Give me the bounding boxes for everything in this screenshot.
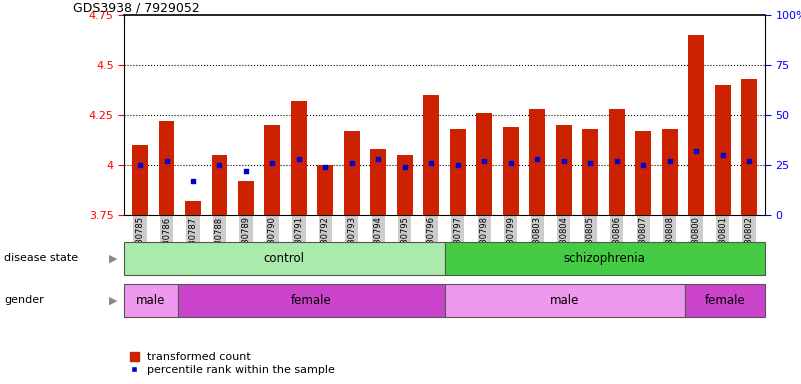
Bar [264, 125, 280, 215]
Bar [503, 127, 519, 215]
Text: disease state: disease state [4, 253, 78, 263]
Bar [211, 155, 227, 215]
Point [743, 158, 755, 164]
Text: gender: gender [4, 295, 44, 306]
Bar [688, 35, 704, 215]
Point [292, 156, 305, 162]
Point [319, 164, 332, 170]
Bar [132, 145, 148, 215]
Bar [238, 181, 254, 215]
Bar [344, 131, 360, 215]
Bar [445, 284, 685, 317]
Bar [396, 155, 413, 215]
Point [187, 178, 199, 184]
Point [557, 158, 570, 164]
Bar [178, 284, 445, 317]
Point [531, 156, 544, 162]
Text: female: female [705, 294, 745, 307]
Point [452, 162, 465, 168]
Bar [609, 109, 625, 215]
Bar [556, 125, 572, 215]
Point [266, 160, 279, 166]
Bar [450, 129, 465, 215]
Point [398, 164, 411, 170]
Point [610, 158, 623, 164]
Bar [662, 129, 678, 215]
Bar [477, 113, 493, 215]
Bar [582, 129, 598, 215]
Text: male: male [550, 294, 579, 307]
Text: male: male [136, 294, 166, 307]
Point [663, 158, 676, 164]
Bar [741, 79, 757, 215]
Point [160, 158, 173, 164]
Text: female: female [291, 294, 332, 307]
Point [505, 160, 517, 166]
Bar [424, 95, 439, 215]
Point [345, 160, 358, 166]
Bar [291, 101, 307, 215]
Text: schizophrenia: schizophrenia [564, 252, 646, 265]
Text: ▶: ▶ [109, 295, 118, 306]
Bar [714, 85, 731, 215]
Bar [124, 242, 445, 275]
Point [239, 168, 252, 174]
Legend: transformed count, percentile rank within the sample: transformed count, percentile rank withi… [130, 352, 336, 375]
Bar [635, 131, 651, 215]
Text: GDS3938 / 7929052: GDS3938 / 7929052 [73, 1, 199, 14]
Bar [445, 242, 765, 275]
Point [425, 160, 437, 166]
Bar [317, 165, 333, 215]
Bar [185, 201, 201, 215]
Point [584, 160, 597, 166]
Point [372, 156, 384, 162]
Bar [685, 284, 765, 317]
Point [478, 158, 491, 164]
Bar [159, 121, 175, 215]
Bar [529, 109, 545, 215]
Bar [370, 149, 386, 215]
Point [134, 162, 147, 168]
Bar [124, 284, 178, 317]
Text: control: control [264, 252, 305, 265]
Point [213, 162, 226, 168]
Text: ▶: ▶ [109, 253, 118, 263]
Point [690, 148, 702, 154]
Point [637, 162, 650, 168]
Point [716, 152, 729, 158]
